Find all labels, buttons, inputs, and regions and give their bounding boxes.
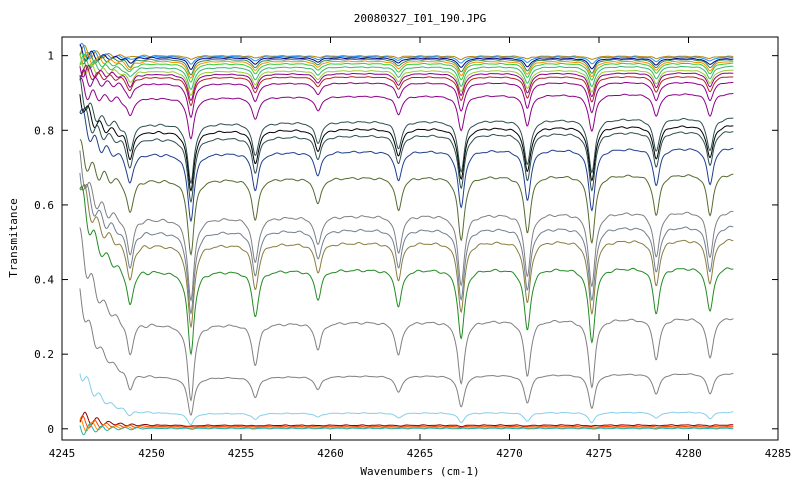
series-line xyxy=(79,172,734,315)
x-tick-label: 4285 xyxy=(765,447,792,460)
axes-layer: 4245 4250 4255 4260 4265 4270 4275 4280 4285 0 0.2… xyxy=(34,37,791,460)
x-tick-label: 4255 xyxy=(228,447,255,460)
series-line xyxy=(79,183,734,329)
y-tick-label: 0.8 xyxy=(34,124,54,137)
x-tick-label: 4245 xyxy=(49,447,76,460)
series-line xyxy=(79,64,734,107)
series-line xyxy=(79,423,734,436)
series-line xyxy=(79,108,734,223)
y-tick-label: 0.4 xyxy=(34,274,54,287)
series-line xyxy=(79,373,734,425)
x-axis-label: Wavenumbers (cm-1) xyxy=(360,465,479,478)
series-line xyxy=(79,65,734,102)
series-line xyxy=(79,94,734,192)
y-tick-label: 0.6 xyxy=(34,199,54,212)
y-axis-label: Transmitance xyxy=(7,198,20,277)
series-line xyxy=(79,69,734,119)
series-line xyxy=(79,52,734,79)
chart-title: 20080327_I01_190.JPG xyxy=(354,12,486,25)
series-line xyxy=(79,186,734,356)
x-tick-label: 4265 xyxy=(407,447,434,460)
series-line xyxy=(79,139,734,256)
series-line xyxy=(79,77,734,140)
series-line xyxy=(79,415,734,429)
series-line xyxy=(79,53,734,83)
series-line xyxy=(79,75,734,185)
series-line xyxy=(79,54,734,96)
x-tick-label: 4270 xyxy=(496,447,523,460)
series-line xyxy=(79,107,734,204)
x-tick-label: 4250 xyxy=(138,447,165,460)
series-line xyxy=(79,417,734,432)
plot-frame xyxy=(61,36,779,441)
series-line xyxy=(79,227,734,402)
x-tick-label: 4280 xyxy=(675,447,702,460)
series-line xyxy=(79,52,734,76)
series-line xyxy=(79,42,734,65)
y-tick-label: 0 xyxy=(47,423,54,436)
y-tick-label: 1 xyxy=(47,50,54,63)
y-tick-label: 0.2 xyxy=(34,348,54,361)
series-line xyxy=(79,150,734,302)
series-line xyxy=(79,288,734,416)
x-tick-label: 4260 xyxy=(317,447,344,460)
x-tick-label: 4275 xyxy=(586,447,613,460)
series-layer xyxy=(79,42,734,436)
series-line xyxy=(79,52,734,91)
series-line xyxy=(79,44,734,60)
series-line xyxy=(79,44,734,70)
